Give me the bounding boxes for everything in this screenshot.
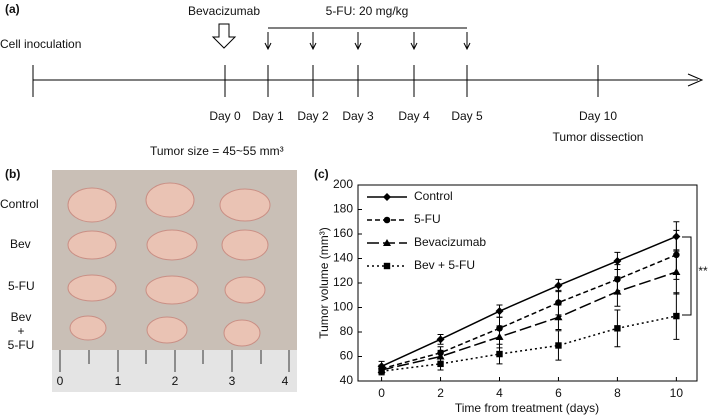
annotation: ** <box>698 264 708 278</box>
row-label: Control <box>0 197 39 211</box>
timeline-ticks <box>32 65 599 97</box>
legend-label: Bev + 5-FU <box>414 258 475 272</box>
ruler-label: 4 <box>282 374 289 388</box>
ruler-label: 3 <box>229 374 236 388</box>
marker <box>437 360 444 368</box>
marker <box>495 332 504 340</box>
ruler-ticks <box>59 350 290 372</box>
panel-label: (a) <box>5 2 20 16</box>
day-label: Day 2 <box>297 109 329 123</box>
series-line <box>381 254 677 370</box>
timeline-end: Tumor dissection <box>553 130 644 144</box>
marker <box>555 342 562 349</box>
marker <box>554 313 563 321</box>
timeline-arrowhead <box>687 73 704 87</box>
photo-panel: (b) Control Bev 5-FU Bev + 5-FU 0 1 2 3 … <box>0 167 297 392</box>
legend-label: Control <box>414 189 453 203</box>
row-label: Bev <box>10 237 31 251</box>
significance-bracket <box>682 236 692 316</box>
y-tick-label: 200 <box>333 177 353 191</box>
x-tick-label: 2 <box>437 386 444 400</box>
x-tick-label: 6 <box>555 386 562 400</box>
day-label: Day 10 <box>579 109 617 123</box>
marker <box>555 299 562 306</box>
row-label: 5-FU <box>8 338 35 352</box>
tumor-size: Tumor size = 45~55 mm³ <box>150 144 284 158</box>
series-line <box>381 315 677 372</box>
marker <box>672 267 681 275</box>
marker <box>613 256 622 265</box>
y-tick-label: 100 <box>333 300 353 314</box>
series-line <box>381 271 677 371</box>
y-axis-title: Tumor volume (mm³) <box>317 227 331 339</box>
y-tick-label: 60 <box>340 349 354 363</box>
marker <box>436 335 445 344</box>
y-tick-label: 40 <box>340 373 354 387</box>
legend-marker <box>383 262 391 270</box>
tumors <box>67 182 271 347</box>
marker <box>614 325 621 332</box>
legend-label: 5-FU <box>414 212 441 226</box>
legend-marker <box>383 239 391 246</box>
x-tick-label: 8 <box>614 386 621 400</box>
ruler-label: 1 <box>115 374 122 388</box>
timeline: (a) Cell inoculation Bevacizumab 5-FU: 2… <box>0 2 704 158</box>
day-label: Day 5 <box>451 109 483 123</box>
day-label: Day 4 <box>398 109 430 123</box>
marker <box>378 368 385 375</box>
row-label: 5-FU <box>8 279 35 293</box>
row-label: Bev <box>11 310 32 324</box>
day-label: Day 0 <box>209 109 241 123</box>
x-axis-title: Time from treatment (days) <box>455 401 599 415</box>
dosing-label: 5-FU: 20 mg/kg <box>326 4 409 18</box>
day-label: Day 1 <box>252 109 284 123</box>
marker <box>495 307 504 316</box>
day-label: Day 3 <box>342 109 374 123</box>
dose-arrows <box>264 32 471 51</box>
row-label: + <box>17 324 24 338</box>
panel-label: (c) <box>314 167 329 181</box>
plot-frame <box>357 184 698 382</box>
y-tick-label: 160 <box>333 226 353 240</box>
x-tick-label: 4 <box>496 386 503 400</box>
y-tick-label: 80 <box>340 324 354 338</box>
marker <box>496 350 503 358</box>
hollow-arrow <box>211 23 237 49</box>
drug-label: Bevacizumab <box>188 4 260 18</box>
marker <box>613 287 622 295</box>
marker <box>554 281 563 290</box>
y-tick-label: 120 <box>333 275 353 289</box>
y-tick-label: 180 <box>333 202 353 216</box>
panel-label: (b) <box>5 167 20 181</box>
series-line <box>381 235 677 367</box>
timeline-start: Cell inoculation <box>0 37 81 51</box>
x-tick-label: 0 <box>378 386 385 400</box>
ruler-label: 2 <box>172 374 179 388</box>
x-tick-label: 10 <box>670 386 684 400</box>
legend-marker <box>383 193 391 201</box>
ruler-label: 0 <box>57 374 64 388</box>
y-tick-label: 140 <box>333 251 353 265</box>
line-chart: (c) Time from treatment (days) Tumor vol… <box>314 167 708 415</box>
marker <box>673 312 680 320</box>
legend-label: Bevacizumab <box>414 235 486 249</box>
legend-marker <box>383 216 391 224</box>
